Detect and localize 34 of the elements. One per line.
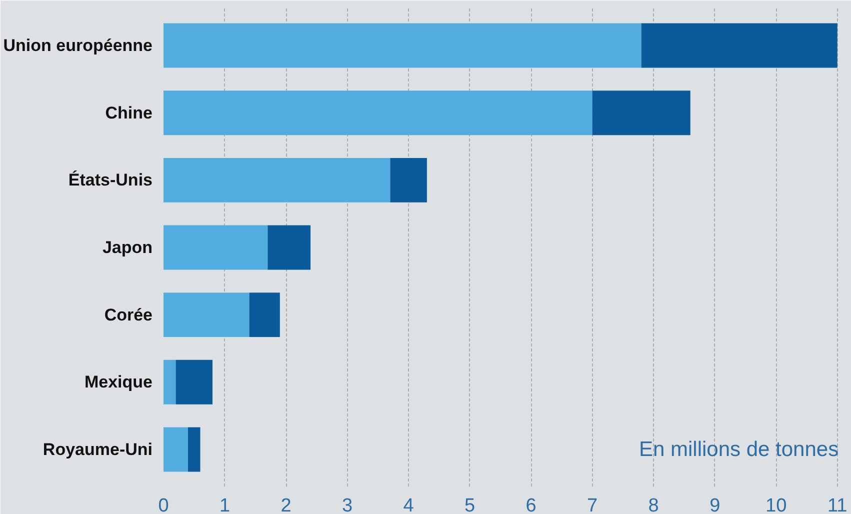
x-tick-label: 2 <box>280 496 292 514</box>
x-tick-label: 5 <box>464 496 476 514</box>
x-tick-label: 3 <box>342 496 353 514</box>
annotation: En millions de tonnes <box>638 438 839 461</box>
bar <box>188 427 200 472</box>
bar <box>249 292 280 338</box>
y-tick-label: Chine <box>105 103 153 122</box>
y-tick-label: Royaume-Uni <box>42 440 153 459</box>
bar <box>641 23 838 68</box>
bar <box>390 158 427 202</box>
bar <box>164 427 188 472</box>
x-tick-label: 1 <box>219 496 230 514</box>
bar <box>164 225 268 270</box>
x-tick-label: 0 <box>158 496 169 514</box>
bar <box>268 225 311 270</box>
bar <box>164 158 390 202</box>
x-tick-label: 6 <box>526 496 536 514</box>
x-tick-label: 11 <box>828 496 848 514</box>
x-tick-label: 4 <box>403 496 414 514</box>
bar <box>164 23 642 68</box>
bar <box>592 90 690 136</box>
y-tick-label: Japon <box>102 238 152 257</box>
x-tick-label: 7 <box>587 496 598 514</box>
y-tick-label: Mexique <box>84 372 153 392</box>
bar <box>164 292 250 338</box>
bar <box>164 360 176 404</box>
y-tick-label: États-Unis <box>68 170 153 190</box>
bar <box>176 360 213 404</box>
x-tick-label: 9 <box>710 496 720 514</box>
y-tick-label: Corée <box>104 305 152 324</box>
bar <box>164 90 592 136</box>
y-tick-label: Union européenne <box>3 36 153 56</box>
x-tick-label: 8 <box>648 496 659 514</box>
x-tick-label: 10 <box>766 496 787 514</box>
